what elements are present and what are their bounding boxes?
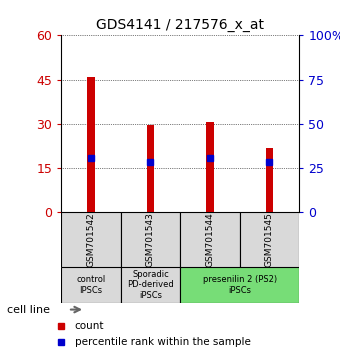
Bar xyxy=(147,125,154,212)
Text: presenilin 2 (PS2)
iPSCs: presenilin 2 (PS2) iPSCs xyxy=(203,275,277,295)
Text: control
IPSCs: control IPSCs xyxy=(76,275,106,295)
Bar xyxy=(61,267,121,303)
Text: GSM701542: GSM701542 xyxy=(86,212,96,267)
Bar xyxy=(121,267,180,303)
Bar xyxy=(121,212,180,267)
Text: percentile rank within the sample: percentile rank within the sample xyxy=(75,337,251,347)
Bar xyxy=(61,212,121,267)
Text: GSM701543: GSM701543 xyxy=(146,212,155,267)
Bar xyxy=(180,267,299,303)
Bar xyxy=(240,212,299,267)
Bar xyxy=(87,77,95,212)
Text: count: count xyxy=(75,321,104,331)
Text: Sporadic
PD-derived
iPSCs: Sporadic PD-derived iPSCs xyxy=(127,270,174,300)
Bar xyxy=(206,122,214,212)
Bar xyxy=(180,212,240,267)
Title: GDS4141 / 217576_x_at: GDS4141 / 217576_x_at xyxy=(96,18,264,32)
Bar xyxy=(266,148,273,212)
Text: GSM701545: GSM701545 xyxy=(265,212,274,267)
Text: GSM701544: GSM701544 xyxy=(205,212,215,267)
Text: cell line: cell line xyxy=(7,304,50,315)
